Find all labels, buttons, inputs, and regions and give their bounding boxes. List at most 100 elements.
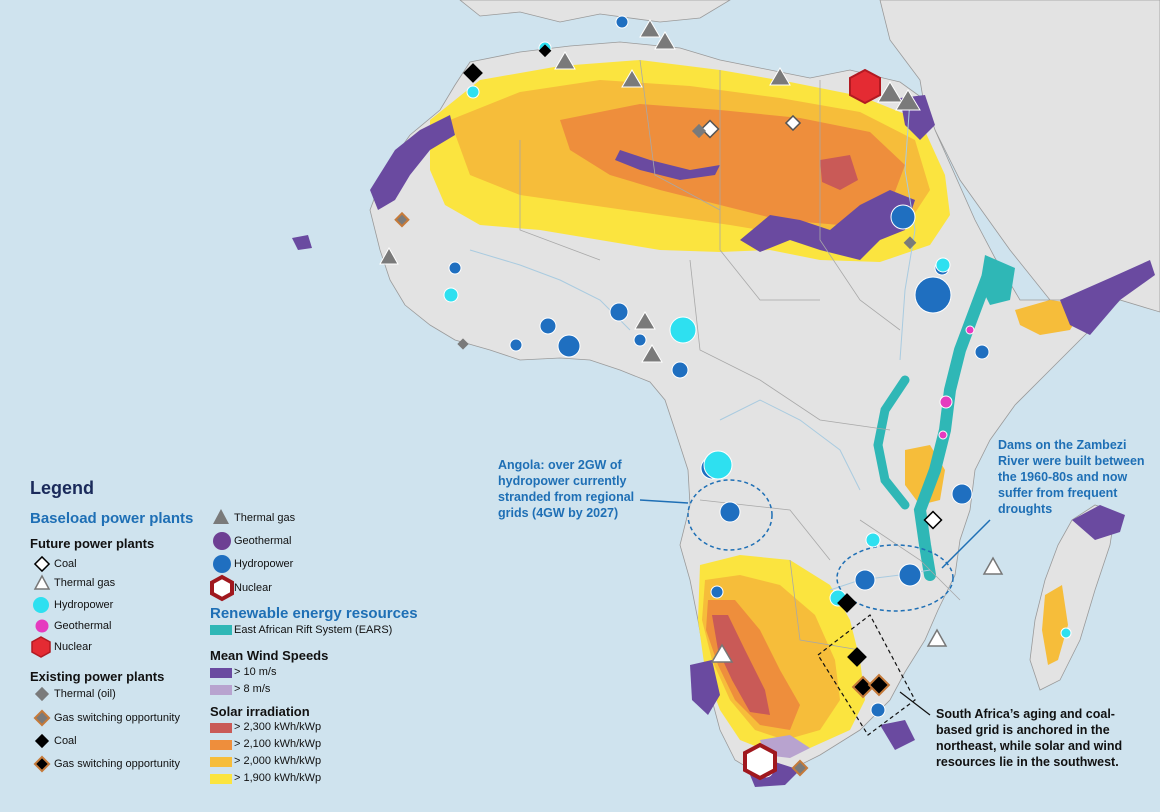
nuclear-hexagon-icon	[210, 574, 234, 602]
thermal-gas-plant	[982, 556, 1004, 575]
legend-thermal-gas: Thermal gas	[234, 512, 296, 524]
legend-solar-1900: > 1,900 kWh/kWp	[234, 772, 322, 784]
gas-switching-coal-plant	[851, 675, 875, 699]
south-africa-annotation: South Africa’s aging and coal-based grid…	[936, 707, 1123, 769]
existing-coal-plant	[847, 647, 867, 667]
legend-title: Legend	[30, 478, 95, 498]
legend-panel: Legend Baseload power plants Future powe…	[18, 474, 438, 804]
borders-layer	[519, 59, 961, 651]
baseload-title: Baseload power plants	[30, 510, 194, 527]
existing-hydropower-plant	[609, 302, 629, 322]
future-hydropower-plant	[1060, 627, 1072, 639]
thermal-gas-plant	[654, 31, 676, 50]
wind-layer	[292, 95, 1155, 787]
wind-10-morocco	[370, 115, 455, 210]
existing-hydropower-plant	[890, 204, 916, 230]
existing-hydropower-plant	[719, 501, 741, 523]
existing-hydropower-plant	[951, 483, 973, 505]
ears-eastern-branch	[913, 264, 996, 581]
border-line	[759, 379, 891, 431]
legend-existing-coal: Coal	[54, 735, 77, 747]
legend-future-thermal-gas: Thermal gas	[54, 577, 116, 589]
wind-10-madagascar	[1072, 505, 1125, 540]
existing-hydropower-plant	[898, 563, 922, 587]
wind-10-namibia	[690, 660, 720, 715]
gas-switching-coal-plant	[867, 673, 891, 697]
annotation-shapes	[639, 479, 991, 736]
legend-wind-10: > 10 m/s	[234, 666, 277, 678]
wind-8-swatch	[210, 685, 232, 695]
future-coal-plant	[923, 510, 943, 530]
hydropower-circle-icon	[33, 597, 49, 613]
ears-afar-zone	[980, 255, 1015, 305]
solar-2300-swatch	[210, 723, 232, 733]
border-line	[859, 519, 961, 601]
thermal-gas-triangle-icon	[33, 574, 51, 590]
legend-future-hydropower: Hydropower	[54, 599, 114, 611]
solar-2000-swatch	[210, 757, 232, 767]
border-line	[719, 70, 820, 301]
wind-10-sahel	[740, 190, 915, 260]
zambezi-annotation: Dams on the Zambezi River were built bet…	[998, 438, 1145, 516]
zambezi-highlight-ellipse	[836, 544, 954, 612]
future-hydropower-plant	[935, 257, 951, 273]
south-africa-dashed-box	[817, 614, 916, 736]
river-nile	[899, 99, 916, 361]
ears-layer	[873, 255, 1015, 581]
solar-madagascar	[1042, 585, 1068, 665]
plants-layer	[379, 15, 1072, 781]
existing-hydropower-plant	[448, 261, 462, 275]
existing-hydropower-plant	[671, 361, 689, 379]
nuclear-hexagon-icon	[31, 636, 51, 658]
gas-switching-diamond-icon	[33, 755, 51, 773]
existing-coal-plant	[463, 63, 483, 83]
thermal-oil-diamond-icon	[34, 686, 50, 702]
thermal-gas-triangle-icon	[213, 509, 229, 524]
existing-coal-plant	[837, 593, 857, 613]
coal-diamond-icon	[33, 555, 51, 573]
future-hydropower-plant	[865, 532, 881, 548]
legend-geothermal: Geothermal	[234, 535, 292, 547]
existing-hydropower-plant	[854, 569, 876, 591]
legend-ears: East African Rift System (EARS)	[234, 624, 393, 636]
future-hydropower-plant	[669, 316, 697, 344]
solar-2100-north	[560, 104, 905, 225]
existing-hydropower-plant	[870, 702, 886, 718]
existing-thermal-oil-plant	[457, 338, 469, 350]
border-line	[819, 80, 901, 331]
thermal-gas-plant	[710, 643, 734, 663]
solar-title: Solar irradiation	[210, 704, 310, 719]
existing-hydropower-plant	[539, 317, 557, 335]
angola-highlight-ellipse	[687, 479, 773, 551]
ears-swatch	[210, 625, 232, 635]
legend-future-nuclear: Nuclear	[54, 641, 92, 653]
future-coal-plant	[700, 119, 720, 139]
legend-future-coal: Coal	[54, 558, 77, 570]
border-line	[639, 59, 721, 211]
existing-nuclear-plant	[743, 742, 777, 781]
ears-western-branch	[873, 375, 910, 510]
existing-hydropower-plant	[509, 338, 523, 352]
solar-1900-swatch	[210, 774, 232, 784]
legend-wind-8: > 8 m/s	[234, 683, 271, 695]
thermal-gas-plant	[769, 67, 791, 86]
gas-switching-oil-plant	[791, 759, 809, 777]
legend-existing-gas-switching-coal: Gas switching opportunity	[54, 758, 180, 770]
legend-hydropower: Hydropower	[234, 558, 294, 570]
legend-solar-2000: > 2,000 kWh/kWp	[234, 755, 322, 767]
legend-existing-thermal-oil: Thermal (oil)	[54, 688, 116, 700]
future-nuclear-plant	[849, 68, 881, 105]
legend-solar-2100: > 2,100 kWh/kWp	[234, 738, 322, 750]
thermal-gas-plant	[379, 246, 399, 265]
hydropower-circle-icon	[213, 555, 231, 573]
coal-diamond-icon	[34, 733, 50, 749]
future-geothermal-plant	[939, 395, 953, 409]
arabia-landmass	[879, 0, 1160, 331]
existing-plants-title: Existing power plants	[30, 669, 165, 684]
geothermal-circle-icon	[213, 532, 231, 550]
border-line	[519, 140, 601, 261]
thermal-gas-plant	[639, 19, 661, 38]
thermal-gas-plant	[641, 344, 663, 363]
